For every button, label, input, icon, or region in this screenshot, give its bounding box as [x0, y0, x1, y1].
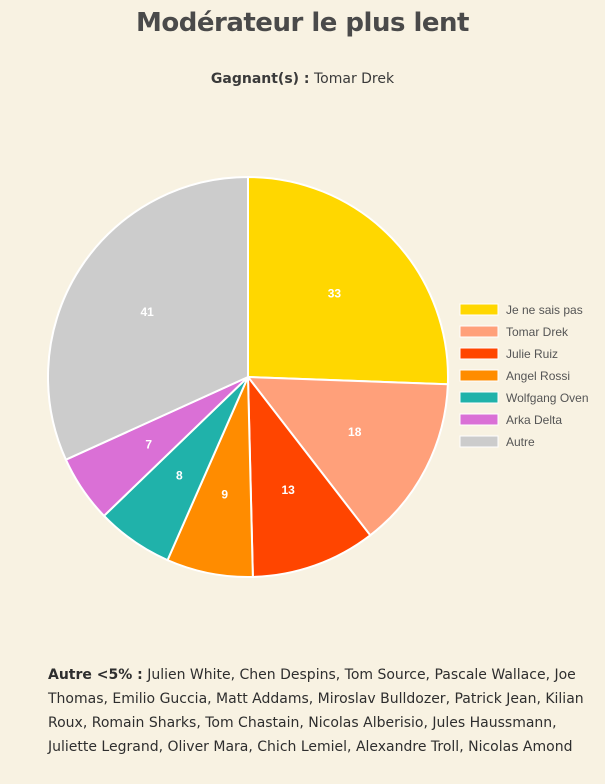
pie-chart: 33 18 13 9 8 7 41 Je ne sais pas Tomar Drek Julie… — [47, 175, 589, 578]
pie-slice-autre — [47, 175, 249, 462]
legend-swatch — [459, 435, 499, 448]
legend-swatch — [459, 347, 499, 360]
legend-swatch — [459, 391, 499, 404]
winners-label: Gagnant(s) : — [210, 71, 310, 87]
slice-value-label: 18 — [348, 425, 362, 439]
pie-slice-je-ne-sais-pas — [247, 175, 449, 386]
legend-swatch — [459, 413, 499, 426]
legend-swatch — [459, 303, 499, 316]
legend-label: Autre — [506, 435, 535, 449]
legend-label: Arka Delta — [506, 413, 562, 427]
legend-item-autre: Autre — [459, 435, 535, 449]
legend-item-arka-delta: Arka Delta — [459, 413, 562, 427]
slice-value-label: 41 — [140, 305, 154, 319]
legend-label: Wolfgang Oven — [506, 391, 589, 405]
winners-line: Gagnant(s) : Tomar Drek — [0, 71, 605, 87]
footer-label: Autre <5% : — [48, 667, 143, 683]
slice-value-label: 13 — [281, 483, 295, 497]
legend-label: Julie Ruiz — [506, 347, 558, 361]
other-under-5-footer: Autre <5% : Julien White, Chen Despins, … — [48, 663, 593, 759]
page-title: Modérateur le plus lent — [136, 8, 469, 38]
legend-label: Tomar Drek — [506, 325, 569, 339]
legend-item-je-ne-sais-pas: Je ne sais pas — [459, 303, 583, 317]
winners-value: Tomar Drek — [313, 71, 395, 87]
legend-item-wolfgang-oven: Wolfgang Oven — [459, 391, 589, 405]
slice-value-label: 33 — [328, 287, 342, 301]
legend-item-angel-rossi: Angel Rossi — [459, 369, 570, 383]
pie-slice-julie-ruiz — [246, 373, 372, 578]
pie-slice-tomar-drek — [245, 375, 449, 537]
slice-value-label: 9 — [221, 488, 228, 502]
legend-label: Je ne sais pas — [506, 303, 583, 317]
footer-text: Julien White, Chen Despins, Tom Source, … — [48, 667, 584, 755]
legend-item-julie-ruiz: Julie Ruiz — [459, 347, 558, 361]
legend-item-tomar-drek: Tomar Drek — [459, 325, 569, 339]
slice-value-label: 8 — [176, 468, 183, 482]
legend-swatch — [459, 369, 499, 382]
slice-value-label: 7 — [145, 437, 152, 451]
legend-swatch — [459, 325, 499, 338]
legend-label: Angel Rossi — [506, 369, 570, 383]
